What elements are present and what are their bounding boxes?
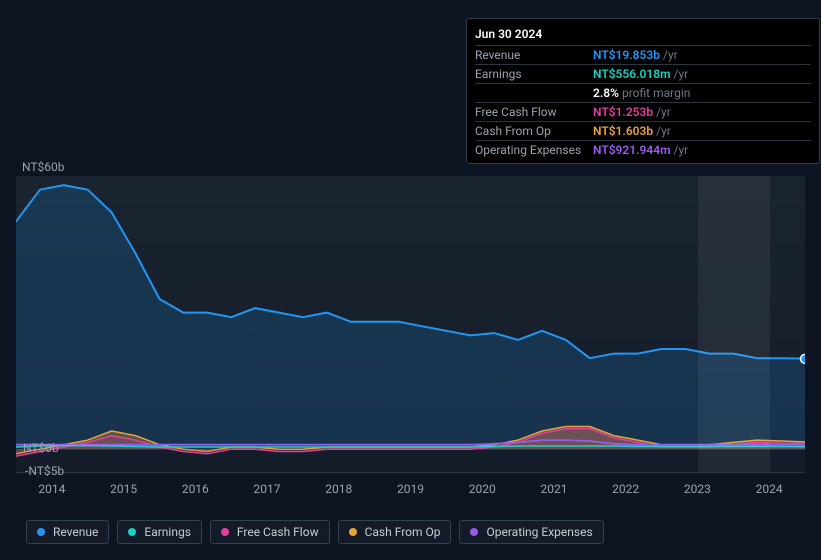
tooltip-row-unit: /yr — [656, 124, 671, 138]
x-axis-year-label: 2023 — [684, 482, 711, 496]
x-axis-year-label: 2020 — [469, 482, 496, 496]
legend-item[interactable]: Operating Expenses — [459, 520, 603, 544]
plot-canvas[interactable] — [16, 176, 805, 473]
tooltip-row: EarningsNT$556.018m/yr — [475, 64, 811, 83]
chart-area: NT$60b NT$0b -NT$5b 2014 2015 2016 2017 2018… — [16, 160, 805, 510]
tooltip-row-unit: /yr — [674, 67, 689, 81]
x-axis-year-label: 2021 — [540, 482, 567, 496]
legend-swatch-icon — [128, 528, 136, 536]
tooltip-row: Operating ExpensesNT$921.944m/yr — [475, 140, 811, 159]
legend-item[interactable]: Cash From Op — [338, 520, 452, 544]
x-axis-year-label: 2014 — [38, 482, 65, 496]
series-area — [16, 185, 805, 449]
x-axis-year-label: 2015 — [110, 482, 137, 496]
x-axis-labels: 2014 2015 2016 2017 2018 2019 2020 2021 2022 2023… — [16, 482, 805, 500]
tooltip-rows: RevenueNT$19.853b/yrEarningsNT$556.018m/… — [475, 45, 811, 159]
x-axis-year-label: 2016 — [182, 482, 209, 496]
legend-label: Earnings — [144, 525, 191, 539]
tooltip-row-value: 2.8% — [593, 86, 619, 100]
legend-label: Operating Expenses — [486, 525, 592, 539]
legend-swatch-icon — [349, 528, 357, 536]
legend-item[interactable]: Free Cash Flow — [210, 520, 330, 544]
tooltip-date: Jun 30 2024 — [475, 25, 811, 45]
legend-item[interactable]: Earnings — [117, 520, 202, 544]
tooltip-row-label: Cash From Op — [475, 124, 593, 138]
tooltip-row: 2.8%profit margin — [475, 83, 811, 102]
hover-tooltip: Jun 30 2024 RevenueNT$19.853b/yrEarnings… — [466, 18, 820, 164]
tooltip-row: RevenueNT$19.853b/yr — [475, 45, 811, 64]
legend-swatch-icon — [37, 528, 45, 536]
financials-chart-widget: Jun 30 2024 RevenueNT$19.853b/yrEarnings… — [0, 0, 821, 560]
tooltip-row-unit: profit margin — [622, 86, 690, 100]
tooltip-row-value: NT$1.253b — [593, 105, 653, 119]
legend-item[interactable]: Revenue — [26, 520, 109, 544]
tooltip-row: Cash From OpNT$1.603b/yr — [475, 121, 811, 140]
tooltip-row-unit: /yr — [663, 48, 678, 62]
y-axis-min-label: -NT$5b — [25, 464, 64, 478]
y-axis-max-label: NT$60b — [22, 160, 65, 174]
tooltip-row-value: NT$556.018m — [593, 67, 671, 81]
plot-svg — [16, 176, 805, 472]
tooltip-row: Free Cash FlowNT$1.253b/yr — [475, 102, 811, 121]
x-axis-year-label: 2024 — [756, 482, 783, 496]
hover-marker — [801, 354, 806, 363]
legend-label: Cash From Op — [365, 525, 441, 539]
tooltip-row-unit: /yr — [656, 105, 671, 119]
legend-label: Free Cash Flow — [237, 525, 319, 539]
y-axis-zero-label: NT$0b — [23, 441, 59, 455]
tooltip-row-unit: /yr — [674, 143, 689, 157]
tooltip-row-label: Revenue — [475, 48, 593, 62]
tooltip-row-label: Free Cash Flow — [475, 105, 593, 119]
tooltip-row-value: NT$19.853b — [593, 48, 660, 62]
legend-label: Revenue — [53, 525, 98, 539]
legend: Revenue Earnings Free Cash Flow Cash From O… — [26, 520, 604, 544]
legend-swatch-icon — [221, 528, 229, 536]
tooltip-row-value: NT$1.603b — [593, 124, 653, 138]
x-axis-year-label: 2018 — [325, 482, 352, 496]
x-axis-year-label: 2022 — [612, 482, 639, 496]
legend-swatch-icon — [470, 528, 478, 536]
tooltip-row-label: Earnings — [475, 67, 593, 81]
tooltip-row-label: Operating Expenses — [475, 143, 593, 157]
tooltip-row-value: NT$921.944m — [593, 143, 671, 157]
x-axis-year-label: 2017 — [254, 482, 281, 496]
x-axis-year-label: 2019 — [397, 482, 424, 496]
